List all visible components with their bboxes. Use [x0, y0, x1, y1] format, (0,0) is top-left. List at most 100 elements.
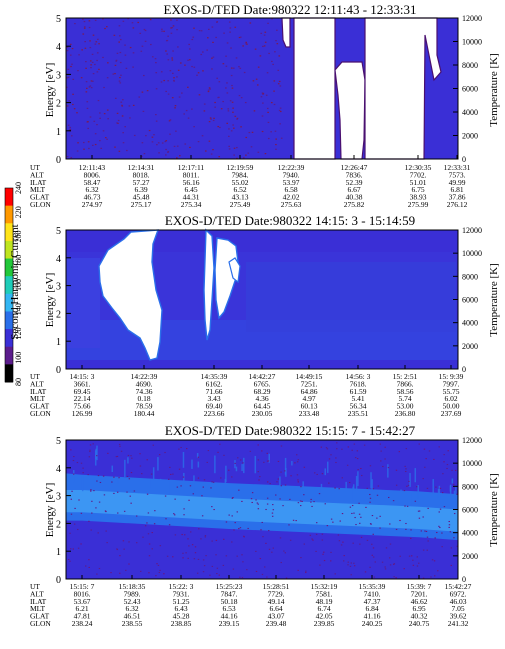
speckle — [69, 129, 71, 131]
panel1-rtick-label: 6000 — [462, 85, 478, 94]
speckle — [369, 493, 371, 496]
panel1-ytick-label: 4 — [56, 42, 61, 53]
panel2-ylabel-right: Temperature [K] — [488, 263, 500, 336]
speckle — [211, 565, 214, 567]
speckle — [446, 463, 449, 466]
speckle — [116, 52, 119, 54]
speckle — [247, 527, 249, 530]
speckle — [236, 117, 239, 119]
speckle — [82, 467, 84, 469]
speckle — [439, 526, 441, 529]
speckle — [202, 571, 205, 573]
ephemeris-value: 15:42:27 — [445, 582, 472, 591]
ephemeris-value: 14:35:39 — [201, 372, 228, 381]
speckle — [428, 450, 431, 452]
speckle — [319, 564, 321, 566]
speckle — [191, 38, 194, 41]
ephemeris-value: 241.32 — [448, 619, 469, 628]
speckle — [197, 477, 200, 479]
speckle — [241, 554, 243, 556]
speckle — [232, 568, 235, 570]
speckle — [334, 573, 336, 575]
speckle — [426, 487, 429, 489]
speckle — [424, 466, 426, 468]
speckle — [270, 101, 273, 104]
ephemeris-value: 275.17 — [131, 200, 152, 209]
speckle — [161, 30, 163, 32]
speckle — [113, 476, 115, 478]
speckle — [92, 73, 95, 75]
speckle — [279, 107, 282, 109]
speckle — [83, 27, 86, 29]
ephemeris-value: 6.53 — [222, 604, 235, 613]
speckle — [91, 512, 93, 514]
speckle — [67, 124, 70, 126]
speckle — [231, 476, 233, 478]
panel2-title: EXOS-D/TED Date:980322 14:15: 3 - 15:14:… — [165, 213, 415, 228]
speckle — [225, 87, 227, 89]
speckle — [255, 550, 257, 552]
colorbar-tick-label: 240 — [14, 182, 23, 194]
panel3: 0 1 2 3 4 5 0 2000 4000 6000 8000 10000 12000 Energ… — [30, 436, 500, 628]
speckle — [143, 153, 146, 155]
speckle — [410, 555, 413, 557]
speckle — [167, 80, 169, 82]
speckle — [116, 455, 119, 458]
speckle — [126, 475, 129, 477]
speckle — [156, 563, 158, 565]
speckle — [433, 560, 436, 562]
panel1-rtick-label: 8000 — [462, 61, 478, 70]
speckle — [296, 454, 298, 456]
ephemeris-value: 6162. — [206, 379, 223, 388]
ephemeris-row-label: GLON — [30, 409, 51, 418]
speckle — [311, 505, 313, 508]
speckle — [407, 484, 410, 486]
speckle — [265, 508, 267, 511]
speckle — [178, 448, 180, 450]
speckle — [228, 128, 230, 130]
speckle — [196, 74, 198, 76]
ephemeris-value: 15:28:51 — [263, 582, 290, 591]
ephemeris-value: 53.00 — [397, 402, 414, 411]
speckle — [193, 126, 195, 128]
ephemeris-value: 74.36 — [136, 387, 153, 396]
speckle — [277, 478, 280, 480]
speckle — [377, 485, 380, 487]
speckle — [89, 449, 91, 451]
speckle — [424, 530, 426, 532]
ephemeris-value: 56.34 — [350, 402, 367, 411]
ephemeris-value: 44.16 — [221, 612, 238, 621]
speckle — [164, 140, 167, 143]
speckle — [167, 35, 169, 37]
speckle — [136, 542, 138, 544]
speckle — [276, 43, 279, 45]
speckle — [94, 133, 97, 135]
ephemeris-value: 0.18 — [137, 394, 150, 403]
band-streak — [449, 484, 452, 496]
speckle — [83, 26, 86, 28]
speckle — [96, 52, 99, 54]
speckle — [164, 451, 166, 454]
speckle — [167, 59, 170, 61]
speckle — [272, 504, 274, 506]
speckle — [77, 528, 79, 531]
ephemeris-value: 7847. — [221, 589, 238, 598]
speckle — [227, 110, 230, 112]
speckle — [211, 26, 214, 28]
panel3-speckle — [67, 442, 458, 579]
speckle — [173, 145, 176, 148]
speckle — [72, 473, 75, 475]
speckle — [142, 536, 144, 538]
speckle — [169, 70, 172, 72]
speckle — [264, 41, 267, 43]
speckle — [346, 464, 349, 466]
speckle — [95, 507, 97, 509]
panel1-rtick-label: 0 — [462, 155, 466, 164]
speckle — [203, 103, 206, 105]
speckle — [169, 119, 172, 121]
speckle — [142, 110, 145, 112]
speckle — [202, 559, 205, 561]
speckle — [239, 459, 242, 461]
speckle — [338, 488, 340, 490]
